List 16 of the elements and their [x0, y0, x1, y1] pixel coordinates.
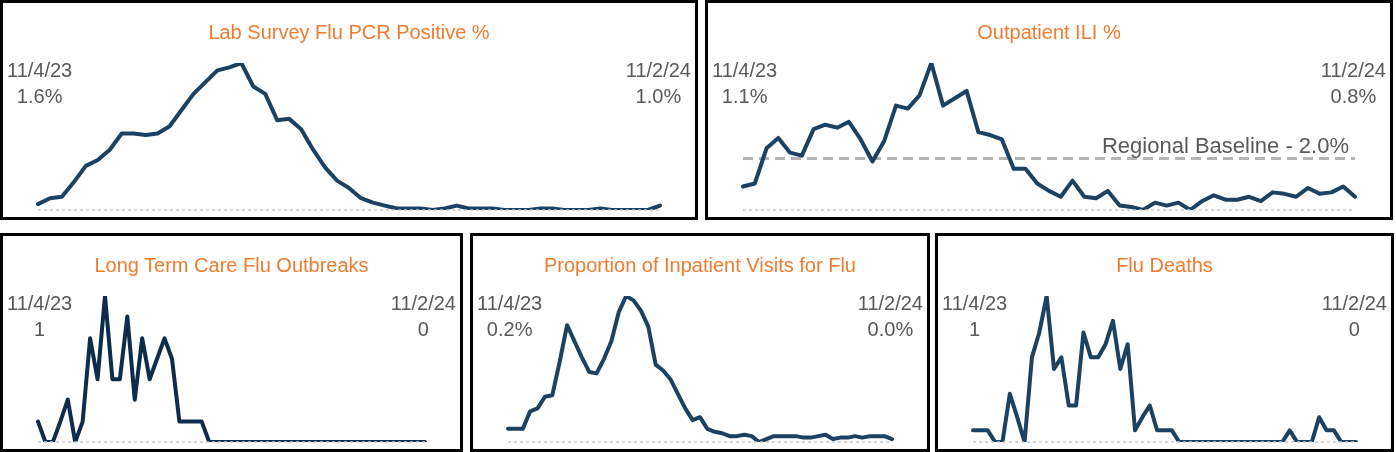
annotation: 11/4/23 1.1% [712, 58, 778, 109]
annotation: 11/4/23 0.2% [477, 291, 543, 342]
chart-title: Flu Deaths [1115, 254, 1214, 277]
annotation: 11/4/23 1.6% [7, 58, 73, 109]
annotation: 11/2/24 0.0% [857, 291, 923, 342]
chart-title: Long Term Care Flu Outbreaks [93, 254, 370, 277]
annotation: 11/2/24 1.0% [625, 58, 691, 109]
ref-line-label: Regional Baseline - 2.0% [1101, 132, 1349, 158]
annotation: 11/2/24 0.8% [1320, 58, 1386, 109]
chart-title: Proportion of Inpatient Visits for Flu [543, 254, 857, 277]
annotation: 11/2/24 0 [1321, 291, 1387, 342]
annotation: 11/4/23 1 [7, 291, 73, 342]
annotation: 11/4/23 1 [942, 291, 1008, 342]
annotation: 11/2/24 0 [390, 291, 456, 342]
chart-title: Outpatient ILI % [976, 21, 1122, 44]
chart-title: Lab Survey Flu PCR Positive % [207, 21, 491, 44]
